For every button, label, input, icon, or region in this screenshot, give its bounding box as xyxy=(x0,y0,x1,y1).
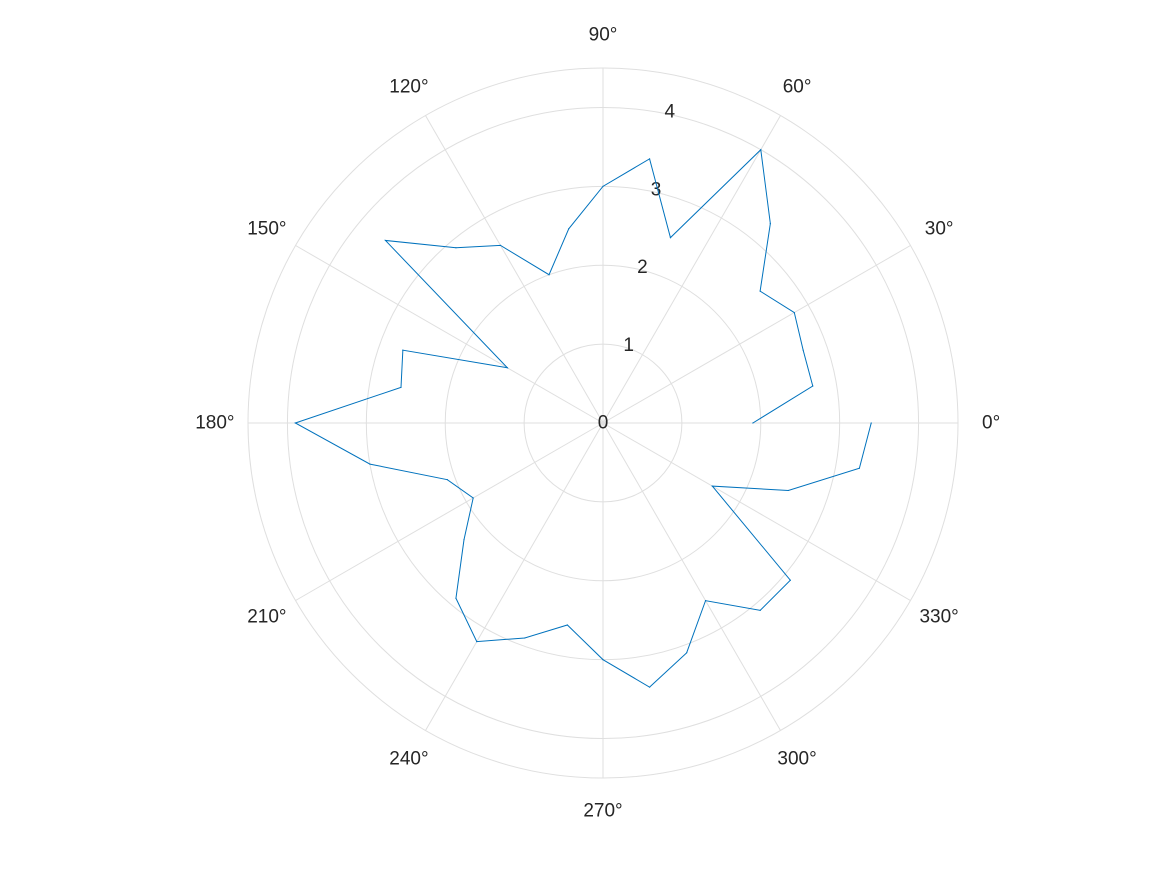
data-point xyxy=(463,539,465,541)
theta-tick-label: 300° xyxy=(777,749,816,770)
data-point xyxy=(455,597,457,599)
r-tick-label: 4 xyxy=(665,102,676,123)
theta-tick-label: 0° xyxy=(982,413,1000,434)
data-point xyxy=(524,637,526,639)
theta-tick-labels: 0° 30° 60° 90° 120° 150° 180° 210° 240° 270° 300° 3… xyxy=(195,24,1000,821)
theta-tick-label: 120° xyxy=(389,76,428,97)
data-point xyxy=(686,652,688,654)
data-point xyxy=(787,489,789,492)
data-point xyxy=(548,274,550,276)
theta-grid-line xyxy=(425,422,604,731)
data-point xyxy=(793,311,795,314)
data-point xyxy=(446,479,448,481)
data-point xyxy=(648,686,651,688)
r-tick-labels: 0 1 2 3 4 xyxy=(598,102,676,434)
data-point xyxy=(602,185,604,187)
theta-tick-label: 210° xyxy=(247,607,286,628)
theta-tick-label: 90° xyxy=(589,24,618,45)
theta-grid-line xyxy=(295,245,604,424)
data-point xyxy=(760,149,762,151)
data-point xyxy=(506,367,508,369)
data-point xyxy=(568,228,570,230)
data-point xyxy=(472,497,474,499)
data-point xyxy=(369,463,371,465)
data-point xyxy=(769,222,771,225)
data-point xyxy=(402,349,404,351)
theta-tick-label: 330° xyxy=(919,607,958,628)
data-point xyxy=(759,290,761,292)
data-point xyxy=(476,641,478,643)
data-point xyxy=(566,624,568,626)
data-point xyxy=(602,659,604,661)
theta-grid-line xyxy=(602,245,911,424)
data-point xyxy=(400,386,402,388)
series-line xyxy=(294,148,872,688)
series-layer xyxy=(294,148,872,688)
data-point xyxy=(870,422,872,424)
theta-tick-label: 180° xyxy=(195,413,234,434)
theta-grid-line xyxy=(425,115,604,424)
data-point xyxy=(789,579,791,581)
data-point xyxy=(704,600,707,602)
theta-grid-line xyxy=(602,422,911,601)
theta-tick-label: 270° xyxy=(583,801,622,822)
data-point xyxy=(752,422,754,424)
theta-grid-line xyxy=(602,115,781,424)
theta-tick-label: 30° xyxy=(925,218,954,239)
r-tick-label: 2 xyxy=(637,257,648,278)
data-point xyxy=(802,349,804,351)
r-tick-label: 1 xyxy=(623,335,634,356)
theta-tick-label: 150° xyxy=(247,218,286,239)
data-point xyxy=(858,467,860,469)
r-tick-label: 0 xyxy=(598,413,609,434)
data-point xyxy=(648,158,651,160)
data-point xyxy=(384,239,387,242)
data-point xyxy=(759,609,761,611)
data-point xyxy=(812,385,814,387)
theta-grid-line xyxy=(602,422,781,731)
data-point xyxy=(455,247,457,249)
data-point xyxy=(294,422,296,424)
data-point xyxy=(711,485,713,487)
data-point xyxy=(669,237,672,239)
theta-tick-label: 240° xyxy=(389,749,428,770)
data-point xyxy=(499,244,502,246)
polar-grid xyxy=(247,67,959,779)
theta-tick-label: 60° xyxy=(783,76,812,97)
theta-grid-line xyxy=(295,422,604,601)
r-tick-label: 3 xyxy=(651,179,662,200)
